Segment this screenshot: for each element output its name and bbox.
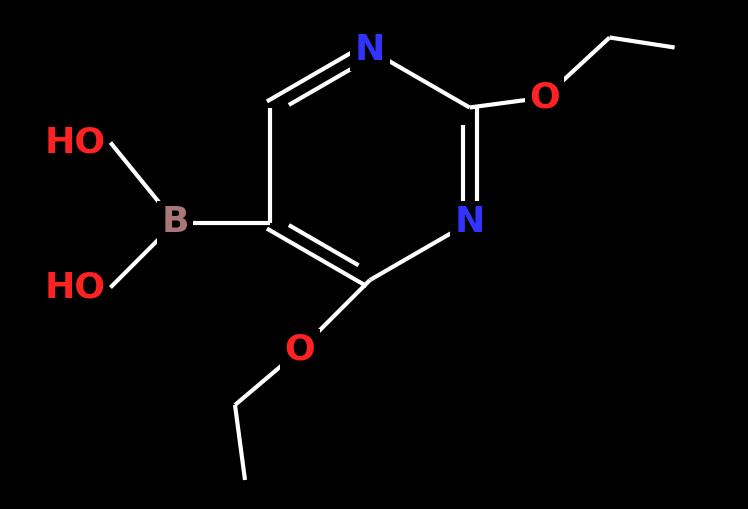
Text: O: O — [530, 80, 560, 115]
Text: O: O — [285, 333, 316, 367]
Text: N: N — [355, 33, 385, 67]
Text: HO: HO — [44, 270, 105, 304]
Text: HO: HO — [44, 126, 105, 159]
Text: B: B — [162, 206, 189, 240]
Text: N: N — [454, 206, 485, 240]
